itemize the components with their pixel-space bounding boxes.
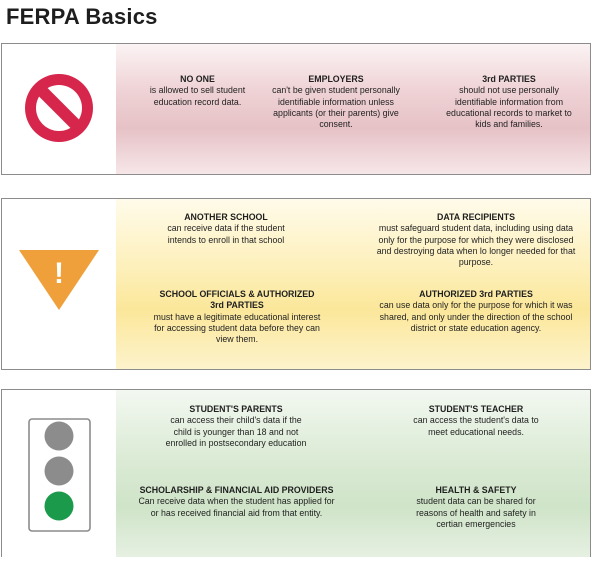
exclamation-glyph: ! — [54, 257, 64, 290]
permitted-icon-cell — [2, 390, 117, 557]
item-body: must safeguard student data, including u… — [376, 223, 576, 268]
item-students-teacher: STUDENT'S TEACHER can access the student… — [396, 404, 556, 438]
item-heading: NO ONE — [180, 74, 215, 84]
prohibited-panel: NO ONE is allowed to sell student educat… — [1, 43, 591, 175]
item-school-officials: SCHOOL OFFICIALS & AUTHORIZED 3rd PARTIE… — [152, 289, 322, 345]
traffic-light-icon — [28, 418, 91, 532]
item-heading: ANOTHER SCHOOL — [184, 212, 268, 222]
page-title: FERPA Basics — [6, 4, 158, 29]
item-body: should not use personally identifiable i… — [446, 85, 572, 130]
item-body: must have a legitimate educational inter… — [153, 311, 321, 345]
item-another-school: ANOTHER SCHOOL can receive data if the s… — [146, 212, 306, 246]
light-green-on — [44, 491, 74, 521]
light-top-off — [44, 421, 74, 451]
item-body: is allowed to sell student education rec… — [149, 85, 246, 107]
item-heading: AUTHORIZED 3rd PARTIES — [419, 289, 533, 299]
item-heading: SCHOOL OFFICIALS & AUTHORIZED 3rd PARTIE… — [159, 289, 315, 311]
item-body: Can receive data when the student has ap… — [138, 496, 335, 518]
item-no-one: NO ONE is allowed to sell student educat… — [120, 74, 275, 108]
item-body: can use data only for the purpose for wh… — [379, 300, 573, 333]
item-heading: STUDENT'S PARENTS — [189, 404, 283, 414]
item-heading: STUDENT'S TEACHER — [428, 404, 524, 414]
item-health-safety: HEALTH & SAFETY student data can be shar… — [406, 485, 546, 530]
item-body: student data can be shared for reasons o… — [416, 496, 536, 529]
no-entry-icon — [25, 74, 93, 142]
caution-panel: ! ANOTHER SCHOOL can receive data if the… — [1, 198, 591, 370]
prohibited-icon-cell — [2, 44, 117, 174]
item-body: can't be given student personally identi… — [272, 85, 400, 130]
item-heading: DATA RECIPIENTS — [436, 212, 516, 222]
item-students-parents: STUDENT'S PARENTS can access their child… — [146, 404, 326, 449]
light-middle-off — [44, 456, 74, 486]
item-body: can access their child's data if the chi… — [165, 415, 307, 448]
item-employers: EMPLOYERS can't be given student persona… — [266, 74, 406, 130]
item-3rd-parties: 3rd PARTIES should not use personally id… — [438, 74, 580, 130]
permitted-panel: STUDENT'S PARENTS can access their child… — [1, 389, 591, 557]
item-heading: 3rd PARTIES — [482, 74, 536, 84]
item-data-recipients: DATA RECIPIENTS must safeguard student d… — [372, 212, 580, 268]
item-heading: EMPLOYERS — [308, 74, 364, 84]
item-heading: HEALTH & SAFETY — [435, 485, 517, 495]
item-body: can receive data if the student intends … — [167, 223, 285, 245]
item-authorized-3rd-parties: AUTHORIZED 3rd PARTIES can use data only… — [372, 289, 580, 334]
caution-content: ANOTHER SCHOOL can receive data if the s… — [116, 199, 590, 369]
item-heading: SCHOLARSHIP & FINANCIAL AID PROVIDERS — [139, 485, 334, 495]
caution-icon-cell: ! — [2, 199, 117, 369]
item-body: can access the student's data to meet ed… — [413, 415, 539, 437]
prohibited-content: NO ONE is allowed to sell student educat… — [116, 44, 590, 174]
caution-triangle-icon: ! — [19, 250, 99, 310]
permitted-content: STUDENT'S PARENTS can access their child… — [116, 390, 590, 557]
item-scholarship-providers: SCHOLARSHIP & FINANCIAL AID PROVIDERS Ca… — [134, 485, 339, 519]
